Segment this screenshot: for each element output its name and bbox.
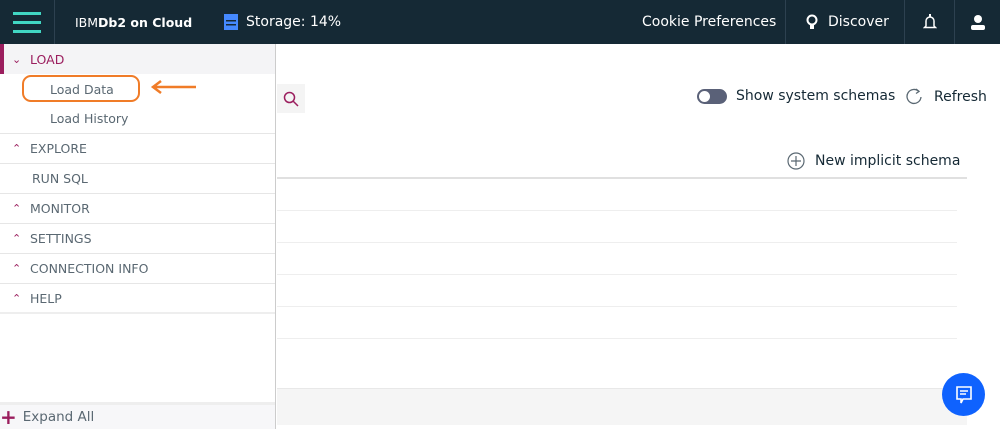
sidebar-item-label: RUN SQL [32, 171, 88, 186]
table-row-divider [277, 242, 957, 243]
table-row-divider [277, 177, 967, 179]
table-row-divider [277, 274, 957, 275]
show-system-schemas-toggle[interactable]: Show system schemas [697, 88, 895, 104]
chat-icon [955, 385, 972, 403]
expand-all-label: Expand All [22, 409, 95, 425]
sidebar-section-label: MONITOR [30, 201, 90, 216]
chevron-up-icon: ⌃ [12, 291, 22, 305]
lightbulb-icon [806, 14, 818, 29]
sidebar-section-label: CONNECTION INFO [30, 261, 149, 276]
arrow-left-icon [150, 80, 196, 94]
chevron-up-icon: ⌃ [12, 202, 22, 215]
highlight-outline [22, 75, 140, 102]
storage-indicator[interactable]: Storage: 14% [224, 0, 341, 44]
sidebar-item-load-data[interactable]: Load Data [50, 81, 114, 97]
bell-icon [922, 14, 937, 29]
sidebar-section-connection-info[interactable]: ⌃ CONNECTION INFO [0, 254, 275, 284]
user-button[interactable] [955, 0, 1000, 44]
plus-icon: + [0, 405, 17, 429]
toggle-label: Show system schemas [736, 88, 896, 104]
chat-button[interactable] [942, 373, 985, 416]
top-bar: IBM Db2 on Cloud Storage: 14% Cookie Pre… [0, 0, 1000, 44]
sidebar-section-label: SETTINGS [30, 231, 92, 246]
toggle-switch[interactable] [697, 88, 727, 104]
discover-label: Discover [828, 14, 889, 30]
refresh-button[interactable]: Refresh [906, 88, 987, 106]
brand: IBM Db2 on Cloud [75, 0, 192, 44]
table-row-divider [277, 210, 957, 211]
table-footer [277, 388, 967, 425]
search-icon [283, 91, 299, 107]
chevron-up-icon: ⌃ [12, 232, 22, 245]
sidebar-section-label: LOAD [30, 51, 65, 67]
sidebar-item-run-sql[interactable]: RUN SQL [0, 164, 275, 194]
discover-button[interactable]: Discover [785, 0, 905, 44]
sidebar-section-help[interactable]: ⌃ HELP [0, 284, 275, 314]
hamburger-menu-icon[interactable] [0, 0, 55, 44]
storage-label: Storage: 14% [246, 14, 342, 30]
sidebar-section-label: HELP [30, 290, 62, 306]
refresh-label: Refresh [934, 89, 987, 105]
brand-name: Db2 on Cloud [98, 14, 193, 30]
sidebar-section-explore[interactable]: ⌃ EXPLORE [0, 134, 275, 164]
storage-icon [224, 14, 238, 30]
sidebar-section-load[interactable]: ⌄ LOAD [0, 44, 275, 74]
user-icon [970, 15, 985, 30]
table-row-divider [277, 306, 957, 307]
search-button[interactable] [277, 84, 305, 113]
sidebar-item-load-history[interactable]: Load History [0, 104, 275, 134]
sidebar-section-monitor[interactable]: ⌃ MONITOR [0, 194, 275, 224]
brand-prefix: IBM [75, 14, 99, 30]
sidebar-section-label: EXPLORE [30, 141, 87, 156]
expand-all-button[interactable]: + Expand All [0, 402, 275, 429]
sidebar: ⌄ LOAD Load Data Load History ⌃ EXPLORE RU… [0, 44, 276, 429]
chevron-down-icon: ⌄ [12, 52, 22, 66]
new-implicit-schema-button[interactable]: New implicit schema [787, 152, 960, 170]
table-row-divider [277, 338, 957, 339]
cookie-preferences-link[interactable]: Cookie Preferences [642, 14, 777, 30]
new-implicit-schema-label: New implicit schema [815, 153, 961, 169]
sidebar-section-settings[interactable]: ⌃ SETTINGS [0, 224, 275, 254]
notifications-button[interactable] [905, 0, 955, 44]
add-circle-icon [787, 152, 805, 170]
chevron-up-icon: ⌃ [12, 262, 22, 275]
chevron-up-icon: ⌃ [12, 142, 22, 155]
refresh-icon [906, 88, 922, 105]
